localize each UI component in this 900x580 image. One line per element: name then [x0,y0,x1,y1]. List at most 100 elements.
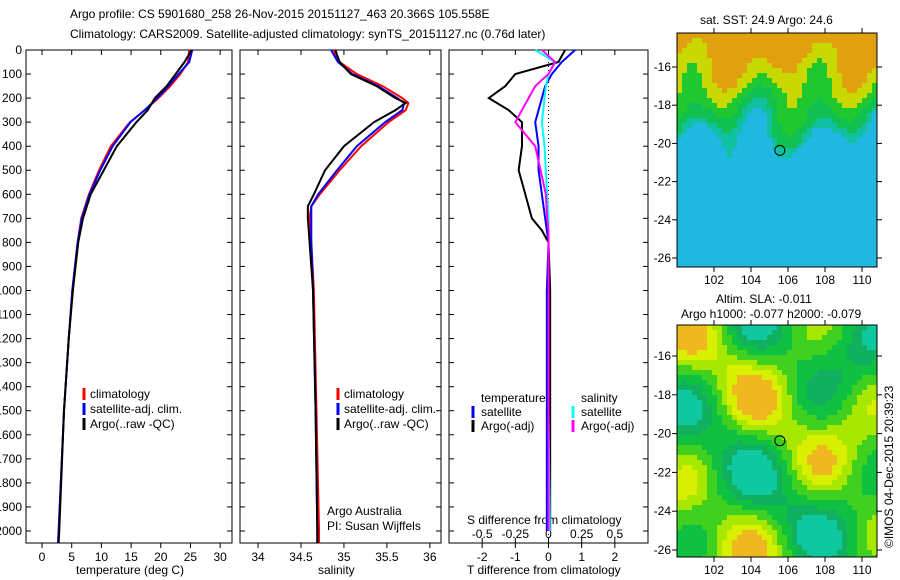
map-pixel [687,380,692,385]
map-pixel [787,360,792,365]
map-pixel [767,218,772,223]
map-pixel [717,103,722,108]
map-pixel [842,233,847,238]
map-pixel [802,253,807,258]
map-y-tick-label: -18 [654,98,672,112]
map-pixel [737,138,742,143]
map-pixel [787,233,792,238]
map-pixel [742,480,747,485]
map-pixel [777,495,782,500]
map-pixel [842,263,847,267]
map-pixel [802,98,807,103]
annotation-pi: PI: Susan Wijffels [327,519,421,533]
map-pixel [707,73,712,78]
map-pixel [827,465,832,470]
map-pixel [707,78,712,83]
map-pixel [847,98,852,103]
map-pixel [742,355,747,360]
map-pixel [757,545,762,550]
map-pixel [717,208,722,213]
map-pixel [842,335,847,340]
map-pixel [757,375,762,380]
map-pixel [692,370,697,375]
map-pixel [722,520,727,525]
map-pixel [757,360,762,365]
map-pixel [697,435,702,440]
map-pixel [782,198,787,203]
map-pixel [862,355,867,360]
map-pixel [722,480,727,485]
map-pixel [722,78,727,83]
map-pixel [807,173,812,178]
map-pixel [807,390,812,395]
map-pixel [732,535,737,540]
map-pixel [817,248,822,253]
map-pixel [847,530,852,535]
map-pixel [782,525,787,530]
map-pixel [812,430,817,435]
map-pixel [792,198,797,203]
map-pixel [872,445,877,450]
map-pixel [712,73,717,78]
map-pixel [697,400,702,405]
map-pixel [857,405,862,410]
map-pixel [867,113,872,118]
map-pixel [817,375,822,380]
map-pixel [857,248,862,253]
map-pixel [862,218,867,223]
map-pixel [752,68,757,73]
map-pixel [867,500,872,505]
map-pixel [842,500,847,505]
map-pixel [737,143,742,148]
map-pixel [727,158,732,163]
map-pixel [827,148,832,153]
map-pixel [862,345,867,350]
map-pixel [727,38,732,43]
map-pixel [857,500,862,505]
plot-frame-salinity [239,49,442,544]
map-pixel [767,440,772,445]
map-pixel [837,163,842,168]
map-pixel [797,385,802,390]
map-pixel [767,390,772,395]
map-pixel [872,238,877,243]
map-pixel [817,330,822,335]
y-tick-label: 1100 [0,308,22,322]
map-pixel [717,193,722,198]
map-pixel [847,495,852,500]
map-pixel [762,63,767,68]
map-pixel [702,535,707,540]
map-pixel [862,58,867,63]
map-pixel [837,340,842,345]
map-pixel [857,203,862,208]
map-pixel [707,63,712,68]
map-pixel [762,93,767,98]
map-pixel [737,365,742,370]
map-pixel [787,500,792,505]
map-pixel [822,138,827,143]
map-pixel [702,258,707,263]
x-tick-label: 2 [611,550,618,564]
map-pixel [782,43,787,48]
map-pixel [712,510,717,515]
map-pixel [697,545,702,550]
map-pixel [847,410,852,415]
map-pixel [757,193,762,198]
map-pixel [862,33,867,38]
map-pixel [707,48,712,53]
map-pixel [802,43,807,48]
map-pixel [827,263,832,267]
map-pixel [732,410,737,415]
map-pixel [812,248,817,253]
map-pixel [687,158,692,163]
map-pixel [687,203,692,208]
map-pixel [767,430,772,435]
map-pixel [697,330,702,335]
map-pixel [847,485,852,490]
map-pixel [867,93,872,98]
map-pixel [737,183,742,188]
map-pixel [712,108,717,113]
map-pixel [822,480,827,485]
map-pixel [792,550,797,555]
map-pixel [832,113,837,118]
